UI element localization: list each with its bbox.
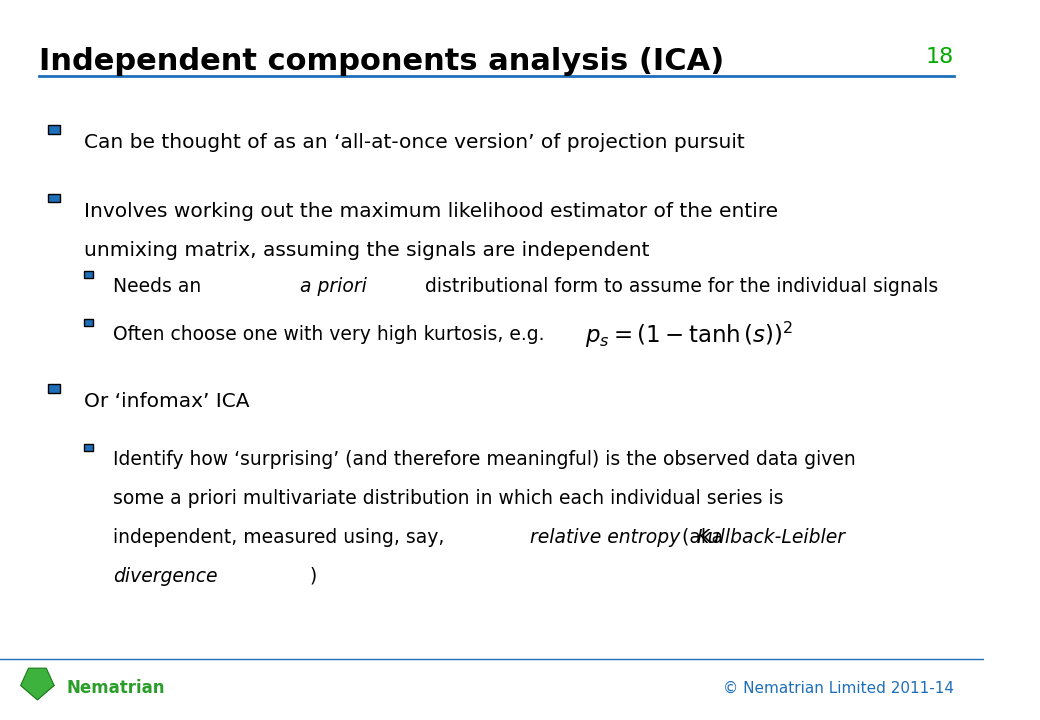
Text: (aka: (aka — [676, 528, 729, 546]
Text: a priori: a priori — [300, 277, 367, 296]
FancyBboxPatch shape — [48, 194, 60, 202]
FancyBboxPatch shape — [83, 319, 94, 326]
FancyBboxPatch shape — [83, 444, 94, 451]
Text: independent, measured using, say,: independent, measured using, say, — [113, 528, 450, 546]
Text: Can be thought of as an ‘all-at-once version’ of projection pursuit: Can be thought of as an ‘all-at-once ver… — [83, 133, 745, 152]
Text: Nematrian: Nematrian — [67, 680, 165, 697]
Text: Involves working out the maximum likelihood estimator of the entire: Involves working out the maximum likelih… — [83, 202, 778, 220]
Text: distributional form to assume for the individual signals: distributional form to assume for the in… — [418, 277, 938, 296]
Text: © Nematrian Limited 2011-14: © Nematrian Limited 2011-14 — [723, 681, 955, 696]
FancyBboxPatch shape — [48, 384, 60, 393]
Polygon shape — [21, 668, 54, 700]
Text: $p_s = \left(1 - \tanh\left(s\right)\right)^2$: $p_s = \left(1 - \tanh\left(s\right)\rig… — [586, 320, 794, 350]
Text: ): ) — [310, 567, 317, 585]
Text: divergence: divergence — [113, 567, 217, 585]
Text: Needs an: Needs an — [113, 277, 207, 296]
Text: Often choose one with very high kurtosis, e.g.: Often choose one with very high kurtosis… — [113, 325, 545, 344]
Text: relative entropy: relative entropy — [529, 528, 680, 546]
Text: Identify how ‘surprising’ (and therefore meaningful) is the observed data given: Identify how ‘surprising’ (and therefore… — [113, 450, 856, 469]
FancyBboxPatch shape — [48, 125, 60, 134]
Text: Kullback-Leibler: Kullback-Leibler — [697, 528, 846, 546]
Text: Independent components analysis (ICA): Independent components analysis (ICA) — [40, 47, 725, 76]
Text: Or ‘infomax’ ICA: Or ‘infomax’ ICA — [83, 392, 250, 411]
Text: some a priori multivariate distribution in which each individual series is: some a priori multivariate distribution … — [113, 489, 783, 508]
FancyBboxPatch shape — [83, 271, 94, 278]
Text: 18: 18 — [926, 47, 955, 67]
Text: unmixing matrix, assuming the signals are independent: unmixing matrix, assuming the signals ar… — [83, 241, 649, 260]
